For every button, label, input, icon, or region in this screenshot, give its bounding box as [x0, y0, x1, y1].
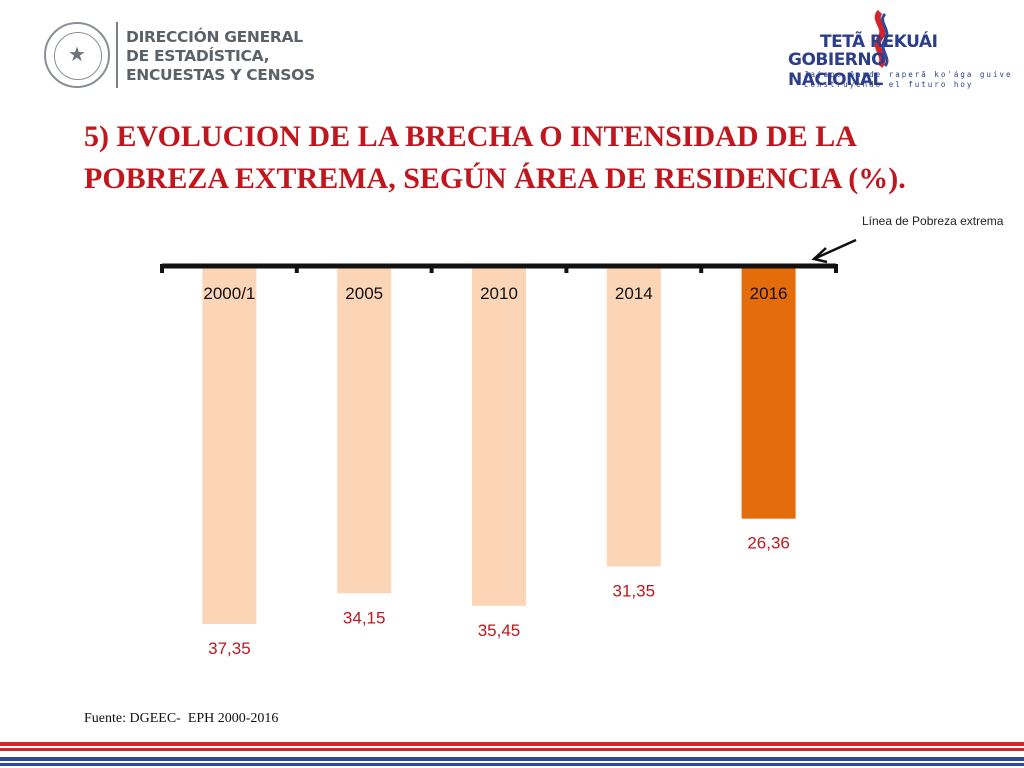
slide-title-line-1: 5) EVOLUCION DE LA BRECHA O INTENSIDAD D… [84, 120, 857, 153]
data-label: 35,45 [478, 621, 521, 640]
stripe-red-2 [0, 748, 1024, 751]
gobierno-nacional-logo: TETÃ REKUÁI GOBIERNO NACIONAL Jajapo ñan… [782, 10, 1011, 90]
slide-title-line-2: POBREZA EXTREMA, SEGÚN ÁREA DE RESIDENCI… [84, 162, 906, 195]
slide-title: 5) EVOLUCION DE LA BRECHA O INTENSIDAD D… [84, 116, 984, 200]
poverty-line-label: Línea de Pobreza extrema [862, 214, 1004, 228]
category-label: 2000/1 [203, 284, 255, 303]
stripe-red-1 [0, 742, 1024, 746]
bar-20001 [202, 266, 257, 624]
gov-line-1: TETÃ REKUÁI [820, 32, 938, 52]
source-note: Fuente: DGEEC- EPH 2000-2016 [84, 711, 279, 726]
stripe-white [0, 753, 1024, 755]
data-label: 37,35 [208, 639, 251, 658]
bar-2014 [606, 266, 661, 567]
dgeec-line-2: DE ESTADÍSTICA, [126, 47, 270, 65]
flag-swoosh-icon [874, 10, 889, 68]
bar-2016 [741, 266, 796, 519]
arrow-icon [811, 238, 857, 264]
paraguay-seal-icon: ★ [44, 22, 110, 88]
stripe-blue-1 [0, 757, 1024, 761]
bar-2010 [472, 266, 526, 606]
header-divider [116, 22, 118, 88]
category-label: 2005 [345, 284, 383, 303]
dgeec-line-3: ENCUESTAS Y CENSOS [126, 66, 315, 84]
gov-subtitle-1: Jajapo ñande raperã ko'ága guive [804, 70, 1013, 79]
data-label: 31,35 [613, 581, 656, 600]
category-label: 2010 [480, 284, 518, 303]
dgeec-logo-text: DIRECCIÓN GENERAL DE ESTADÍSTICA, ENCUES… [126, 28, 315, 85]
category-label: 2014 [615, 284, 653, 303]
footer-stripes [0, 742, 1024, 768]
data-label: 26,36 [747, 534, 790, 553]
data-label: 34,15 [343, 608, 386, 627]
gov-subtitle-2: Construyendo el futuro hoy [804, 80, 974, 89]
header: ★ DIRECCIÓN GENERAL DE ESTADÍSTICA, ENCU… [0, 0, 1024, 110]
dgeec-line-1: DIRECCIÓN GENERAL [126, 28, 303, 46]
bar-2005 [337, 266, 392, 594]
gov-line-2: GOBIERNO NACIONAL [788, 50, 886, 90]
star-icon: ★ [68, 42, 86, 66]
category-label: 2016 [750, 284, 788, 303]
stripe-blue-2 [0, 763, 1024, 766]
